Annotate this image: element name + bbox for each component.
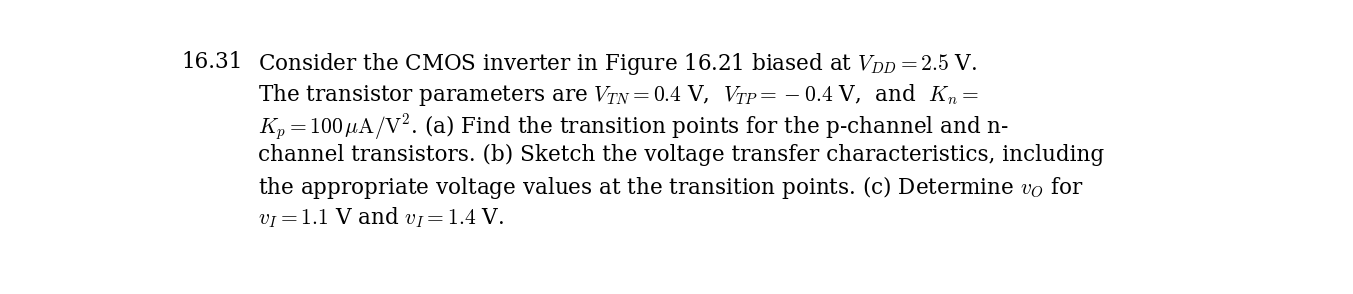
Text: The transistor parameters are $V_{TN} = 0.4$ V,  $V_{TP} = -0.4$ V,  and  $K_n =: The transistor parameters are $V_{TN} = … [258,82,980,108]
Text: $v_I = 1.1$ V and $v_I = 1.4$ V.: $v_I = 1.1$ V and $v_I = 1.4$ V. [258,205,505,230]
Text: channel transistors. (b) Sketch the voltage transfer characteristics, including: channel transistors. (b) Sketch the volt… [258,143,1104,166]
Text: 16.31: 16.31 [181,51,244,73]
Text: Consider the CMOS inverter in Figure 16.21 biased at $V_{DD} = 2.5$ V.: Consider the CMOS inverter in Figure 16.… [258,51,977,77]
Text: $K_p = 100\,\mu\mathrm{A/V}^2$. (a) Find the transition points for the p-channel: $K_p = 100\,\mu\mathrm{A/V}^2$. (a) Find… [258,113,1009,143]
Text: the appropriate voltage values at the transition points. (c) Determine $v_O$ for: the appropriate voltage values at the tr… [258,174,1084,201]
